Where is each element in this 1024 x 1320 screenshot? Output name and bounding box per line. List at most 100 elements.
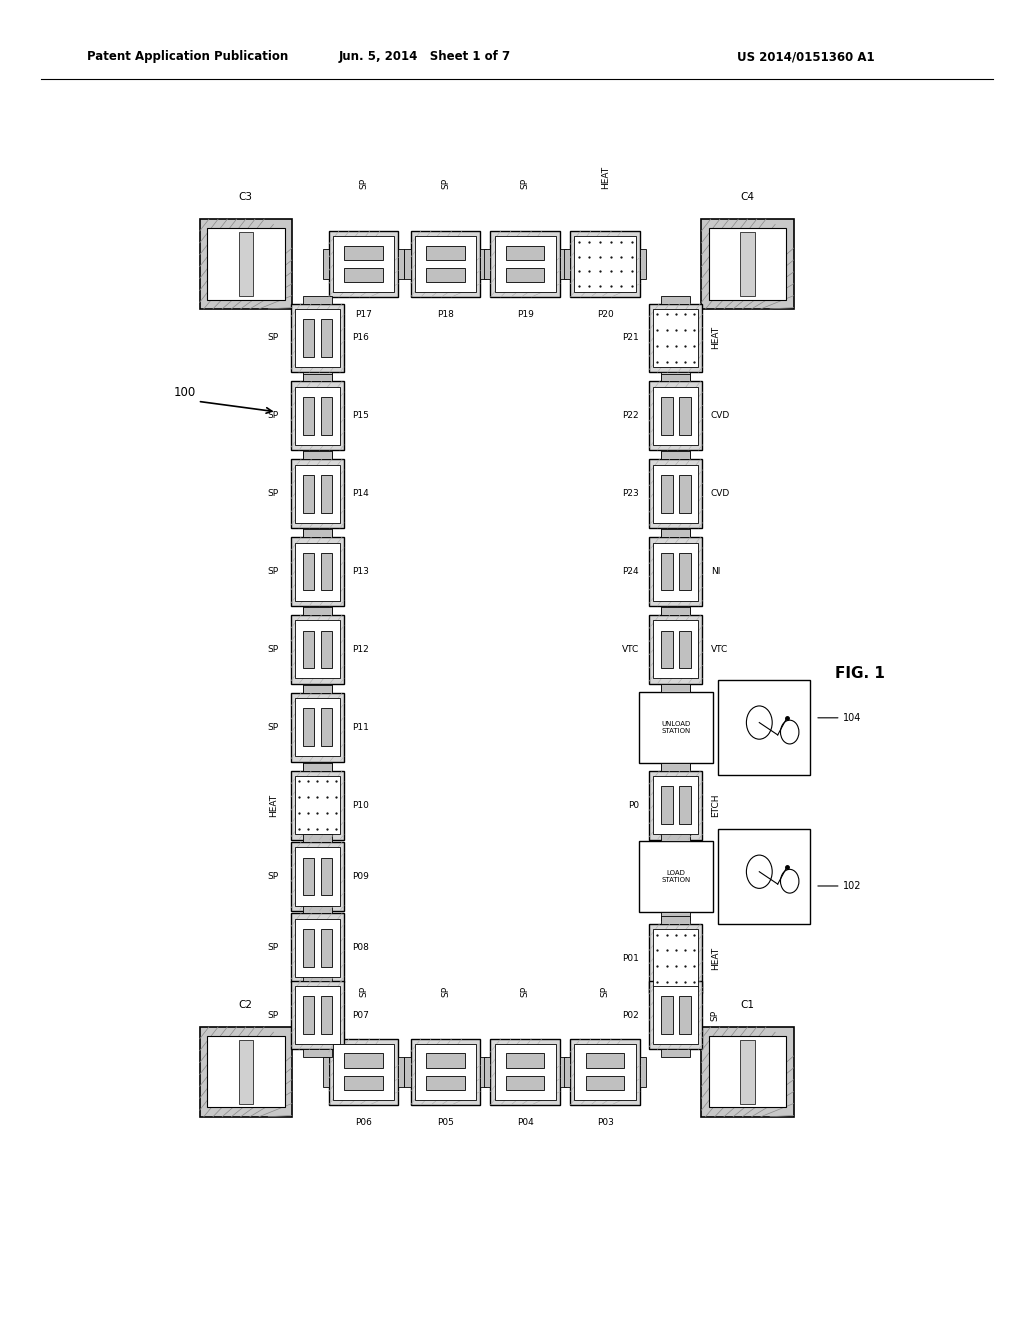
FancyBboxPatch shape — [653, 620, 698, 678]
FancyBboxPatch shape — [207, 228, 285, 300]
FancyBboxPatch shape — [303, 607, 332, 615]
FancyBboxPatch shape — [653, 776, 698, 834]
FancyBboxPatch shape — [321, 709, 333, 746]
FancyBboxPatch shape — [303, 528, 332, 536]
FancyBboxPatch shape — [404, 249, 411, 279]
Text: CVD: CVD — [711, 412, 730, 420]
FancyBboxPatch shape — [740, 1040, 755, 1104]
FancyBboxPatch shape — [291, 842, 344, 911]
FancyBboxPatch shape — [321, 475, 333, 512]
FancyBboxPatch shape — [303, 763, 332, 771]
FancyBboxPatch shape — [662, 528, 690, 536]
FancyBboxPatch shape — [662, 372, 690, 380]
FancyBboxPatch shape — [321, 929, 333, 966]
Text: P02: P02 — [623, 1011, 639, 1019]
FancyBboxPatch shape — [662, 451, 690, 459]
Text: SP: SP — [267, 412, 279, 420]
FancyBboxPatch shape — [679, 397, 691, 434]
FancyBboxPatch shape — [295, 620, 340, 678]
Text: P15: P15 — [352, 412, 369, 420]
FancyBboxPatch shape — [495, 1044, 556, 1100]
FancyBboxPatch shape — [570, 231, 640, 297]
Text: NI: NI — [711, 568, 720, 576]
FancyBboxPatch shape — [660, 553, 673, 590]
Text: P22: P22 — [623, 412, 639, 420]
Text: P10: P10 — [352, 801, 369, 809]
FancyBboxPatch shape — [344, 268, 383, 282]
FancyBboxPatch shape — [653, 465, 698, 523]
Text: P24: P24 — [623, 568, 639, 576]
FancyBboxPatch shape — [303, 529, 332, 537]
FancyBboxPatch shape — [302, 475, 314, 512]
FancyBboxPatch shape — [411, 231, 480, 297]
Text: SP: SP — [359, 986, 368, 997]
FancyBboxPatch shape — [302, 858, 314, 895]
Text: SP: SP — [711, 1010, 720, 1020]
FancyBboxPatch shape — [404, 1057, 411, 1086]
Text: SP: SP — [267, 490, 279, 498]
FancyBboxPatch shape — [291, 381, 344, 450]
Text: HEAT: HEAT — [711, 326, 720, 350]
Text: P14: P14 — [352, 490, 369, 498]
Text: SP: SP — [267, 873, 279, 880]
FancyBboxPatch shape — [291, 771, 344, 840]
FancyBboxPatch shape — [662, 607, 690, 615]
Text: SP: SP — [267, 645, 279, 653]
FancyBboxPatch shape — [662, 684, 690, 692]
Text: CVD: CVD — [711, 490, 730, 498]
FancyBboxPatch shape — [303, 684, 332, 692]
FancyBboxPatch shape — [295, 387, 340, 445]
FancyBboxPatch shape — [653, 387, 698, 445]
FancyBboxPatch shape — [649, 304, 702, 372]
FancyBboxPatch shape — [239, 232, 253, 296]
Text: P19: P19 — [517, 310, 534, 319]
Text: SP: SP — [267, 334, 279, 342]
FancyBboxPatch shape — [662, 993, 690, 1001]
Text: 100: 100 — [174, 385, 197, 399]
Text: SP: SP — [601, 986, 609, 997]
Text: P17: P17 — [355, 310, 372, 319]
FancyBboxPatch shape — [321, 397, 333, 434]
FancyBboxPatch shape — [303, 450, 332, 458]
FancyBboxPatch shape — [207, 1036, 285, 1107]
FancyBboxPatch shape — [660, 475, 673, 512]
Text: UNLOAD
STATION: UNLOAD STATION — [662, 721, 690, 734]
Text: P01: P01 — [623, 954, 639, 962]
FancyBboxPatch shape — [506, 268, 545, 282]
Text: P0: P0 — [628, 801, 639, 809]
FancyBboxPatch shape — [333, 1044, 394, 1100]
FancyBboxPatch shape — [662, 1049, 690, 1057]
FancyBboxPatch shape — [639, 841, 713, 912]
FancyBboxPatch shape — [291, 615, 344, 684]
FancyBboxPatch shape — [660, 631, 673, 668]
FancyBboxPatch shape — [662, 529, 690, 537]
Text: P16: P16 — [352, 334, 369, 342]
Text: SP: SP — [267, 568, 279, 576]
Text: LOAD
STATION: LOAD STATION — [662, 870, 690, 883]
Text: SP: SP — [521, 986, 529, 997]
FancyBboxPatch shape — [323, 249, 329, 279]
FancyBboxPatch shape — [560, 1057, 566, 1086]
FancyBboxPatch shape — [564, 1057, 570, 1086]
FancyBboxPatch shape — [640, 1057, 646, 1086]
FancyBboxPatch shape — [679, 787, 691, 824]
FancyBboxPatch shape — [701, 219, 794, 309]
Text: P09: P09 — [352, 873, 369, 880]
Text: SP: SP — [267, 944, 279, 952]
Text: HEAT: HEAT — [601, 165, 609, 189]
FancyBboxPatch shape — [333, 236, 394, 292]
FancyBboxPatch shape — [344, 246, 383, 260]
FancyBboxPatch shape — [564, 249, 570, 279]
FancyBboxPatch shape — [415, 236, 476, 292]
FancyBboxPatch shape — [679, 475, 691, 512]
FancyBboxPatch shape — [662, 606, 690, 614]
FancyBboxPatch shape — [649, 615, 702, 684]
FancyBboxPatch shape — [662, 374, 690, 381]
FancyBboxPatch shape — [662, 916, 690, 924]
FancyBboxPatch shape — [709, 1036, 786, 1107]
FancyBboxPatch shape — [303, 906, 332, 913]
Text: SP: SP — [359, 178, 368, 189]
FancyBboxPatch shape — [302, 997, 314, 1034]
FancyBboxPatch shape — [291, 537, 344, 606]
Text: P12: P12 — [352, 645, 369, 653]
